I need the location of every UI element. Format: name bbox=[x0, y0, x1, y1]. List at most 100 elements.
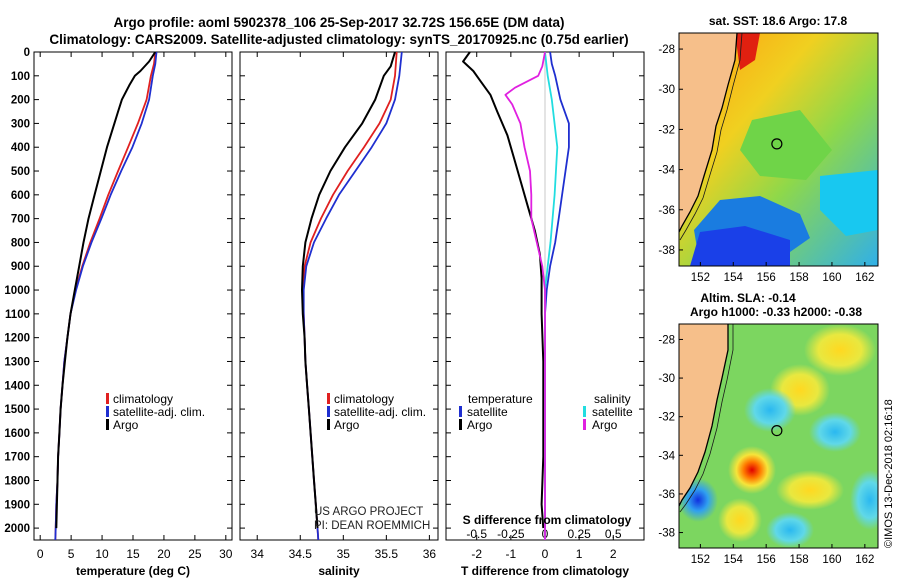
depth-tick-label: 600 bbox=[11, 190, 30, 202]
s-diff-tick-label: 0.5 bbox=[605, 527, 622, 541]
legend-swatch-climatology bbox=[106, 393, 109, 404]
temperature-x-tick-label: 20 bbox=[157, 547, 171, 561]
temperature-x-tick-label: 25 bbox=[188, 547, 202, 561]
series-line-salinity-argo bbox=[504, 52, 546, 540]
temperature-x-tick-label: 10 bbox=[95, 547, 109, 561]
argo-float-marker-sla bbox=[771, 424, 783, 437]
difference-x-tick-label: -2 bbox=[471, 547, 482, 561]
lon-tick-label: 158 bbox=[789, 554, 808, 566]
lon-tick-label: 152 bbox=[691, 554, 710, 566]
series-line-argo bbox=[301, 52, 396, 529]
depth-tick-label: 1500 bbox=[4, 404, 30, 416]
sla-map-title-line1: Altim. SLA: -0.14 bbox=[700, 291, 796, 305]
legend-label-climatology: climatology bbox=[334, 392, 394, 406]
legend-label-temp-argo: Argo bbox=[467, 418, 493, 432]
coastline-sst bbox=[679, 33, 738, 233]
legend-header-salinity: salinity bbox=[594, 392, 631, 406]
shelf-contour-sst bbox=[679, 33, 743, 241]
depth-tick-label: 900 bbox=[11, 261, 30, 273]
legend-swatch-satellite-adj bbox=[106, 406, 109, 417]
temperature-x-tick-label: 30 bbox=[219, 547, 233, 561]
legend-header-temperature: temperature bbox=[468, 392, 533, 406]
temperature-panel-frame bbox=[33, 51, 233, 541]
sst-map bbox=[679, 33, 878, 266]
salinity-legend: climatology satellite-adj. clim. Argo bbox=[327, 392, 426, 432]
depth-tick-label: 2000 bbox=[4, 523, 30, 535]
figure-title-line1: Argo profile: aoml 5902378_106 25-Sep-20… bbox=[114, 15, 565, 30]
legend-label-argo: Argo bbox=[113, 418, 139, 432]
depth-tick-label: 300 bbox=[11, 118, 30, 130]
coastline-sla bbox=[679, 324, 729, 507]
series-line-salinity-satellite bbox=[544, 52, 559, 540]
salinity-panel-frame bbox=[239, 51, 439, 541]
legend-label-temp-satellite: satellite bbox=[467, 405, 508, 419]
lon-tick-label: 152 bbox=[691, 272, 710, 284]
salinity-x-tick-label: 35 bbox=[337, 547, 351, 561]
sst-deep-blue bbox=[690, 226, 790, 266]
difference-axis-label: T difference from climatology bbox=[461, 564, 629, 578]
depth-tick-label: 200 bbox=[11, 95, 30, 107]
depth-tick-label: 700 bbox=[11, 214, 30, 226]
lon-tick-label: 162 bbox=[855, 272, 874, 284]
depth-tick-label: 800 bbox=[11, 237, 30, 249]
sla-map-frame bbox=[678, 323, 879, 549]
s-difference-axis-label: S difference from climatology bbox=[463, 513, 632, 527]
depth-tick-label: 1900 bbox=[4, 499, 30, 511]
temperature-legend: climatology satellite-adj. clim. Argo bbox=[106, 392, 205, 432]
difference-legend-salinity: salinity satellite Argo bbox=[583, 392, 633, 432]
depth-tick-label: 500 bbox=[11, 166, 30, 178]
legend-swatch-temp-argo bbox=[459, 419, 462, 430]
depth-tick-label: 1700 bbox=[4, 452, 30, 464]
lon-tick-label: 160 bbox=[822, 554, 841, 566]
lat-tick-label: -30 bbox=[658, 373, 675, 385]
sla-anomaly-yellow-4 bbox=[776, 470, 844, 510]
salinity-x-tick-label: 34 bbox=[251, 547, 265, 561]
legend-swatch-satellite-adj bbox=[327, 406, 330, 417]
depth-tick-label: 1400 bbox=[4, 380, 30, 392]
salinity-x-axis: 34 34.5 35 35.5 36 bbox=[251, 52, 436, 561]
sla-map bbox=[679, 324, 878, 548]
difference-x-tick-label: 2 bbox=[610, 547, 617, 561]
lon-tick-label: 154 bbox=[724, 554, 744, 566]
lon-tick-label: 156 bbox=[757, 554, 776, 566]
depth-tick-label: 1100 bbox=[5, 309, 30, 321]
legend-swatch-argo bbox=[327, 419, 330, 430]
lat-tick-label: -28 bbox=[658, 334, 675, 346]
depth-axis: 0 100 200 300 400 500 600 700 800 900 1000 1100 1200… bbox=[4, 47, 644, 535]
series-line-satellite-adj-clim- bbox=[54, 52, 158, 540]
temperature-x-tick-label: 5 bbox=[68, 547, 75, 561]
sst-map-axes: -28 -30 -32 -34 -36 -38 152 154 156 158 160 162 bbox=[658, 44, 874, 284]
depth-tick-label: 1200 bbox=[4, 333, 30, 345]
series-line-argo bbox=[55, 52, 157, 529]
sla-anomaly-red bbox=[728, 446, 776, 494]
project-credit-line1: US ARGO PROJECT bbox=[314, 506, 423, 518]
salinity-series bbox=[301, 52, 403, 540]
lon-tick-label: 160 bbox=[822, 272, 841, 284]
temperature-x-tick-label: 15 bbox=[126, 547, 140, 561]
lat-tick-label: -36 bbox=[658, 489, 675, 501]
temperature-x-tick-label: 0 bbox=[37, 547, 44, 561]
difference-legend-temperature: temperature satellite Argo bbox=[459, 392, 533, 432]
depth-tick-label: 100 bbox=[11, 71, 30, 83]
legend-swatch-sal-satellite bbox=[583, 406, 586, 417]
lat-tick-label: -32 bbox=[658, 412, 675, 424]
project-credit-line2: PI: DEAN ROEMMICH bbox=[314, 520, 430, 532]
depth-tick-label: 1600 bbox=[4, 428, 30, 440]
salinity-x-tick-label: 34.5 bbox=[289, 547, 313, 561]
shelf-contour-sla bbox=[679, 324, 734, 513]
depth-tick-label: 1000 bbox=[4, 285, 30, 297]
depth-tick-label: 400 bbox=[11, 142, 30, 154]
temperature-x-axis: 0 5 10 15 20 25 30 bbox=[37, 52, 233, 561]
sla-anomaly-yellow-2 bbox=[804, 324, 876, 376]
lon-tick-label: 158 bbox=[789, 272, 808, 284]
depth-tick-label: 1800 bbox=[4, 475, 30, 487]
figure-title-line2: Climatology: CARS2009. Satellite-adjuste… bbox=[49, 32, 628, 47]
lat-tick-label: -36 bbox=[658, 205, 675, 217]
difference-x-tick-label: 0 bbox=[542, 547, 549, 561]
sst-cool-anomaly bbox=[740, 110, 832, 180]
depth-tick-label: 0 bbox=[24, 47, 30, 59]
lon-tick-label: 156 bbox=[757, 272, 776, 284]
depth-tick-label: 1300 bbox=[4, 356, 30, 368]
legend-swatch-sal-argo bbox=[583, 419, 586, 430]
